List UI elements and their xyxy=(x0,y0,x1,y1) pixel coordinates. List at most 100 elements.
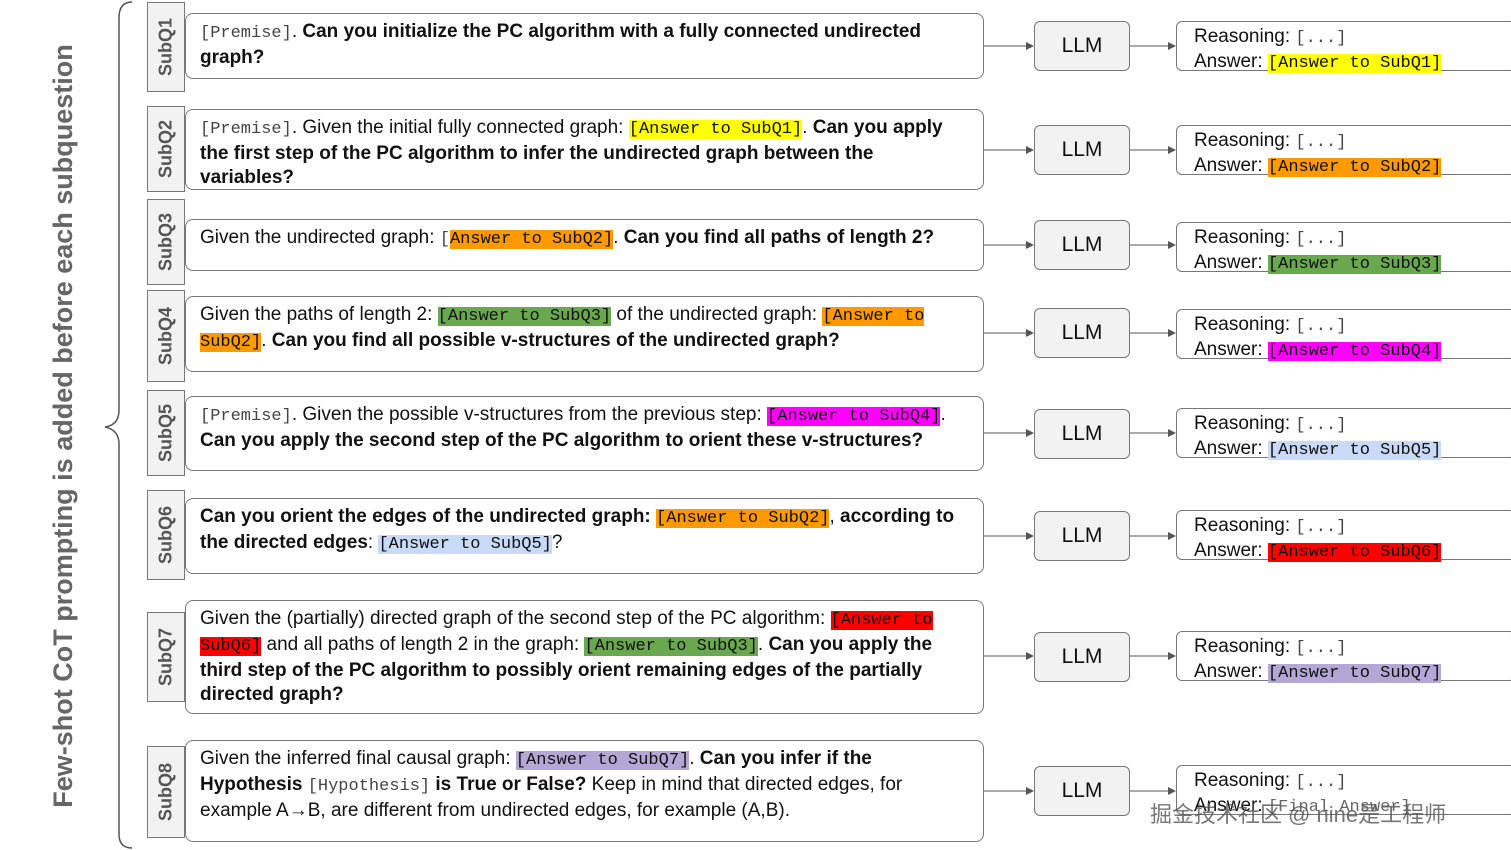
answer-value: [Final Answer] xyxy=(1267,798,1411,817)
answer-reference: [Answer to SubQ7] xyxy=(515,751,690,770)
answer-value: [Answer to SubQ2] xyxy=(1267,158,1442,177)
subq-tag-label: SubQ4 xyxy=(155,306,176,366)
subq7-tag: SubQ7 xyxy=(147,612,185,702)
reasoning-placeholder: [...] xyxy=(1295,133,1347,152)
reasoning-line: Reasoning: [...] xyxy=(1194,313,1511,338)
reasoning-label: Reasoning: xyxy=(1194,515,1296,536)
answer-value: [Answer to SubQ4] xyxy=(1267,342,1442,361)
subq6-answer-box: Reasoning: [...] Answer: [Answer to SubQ6… xyxy=(1176,510,1511,562)
subq4-question-box: Given the paths of length 2: [Answer to … xyxy=(185,296,984,372)
answer-value: [Answer to SubQ5] xyxy=(1267,441,1442,460)
reasoning-label: Reasoning: xyxy=(1194,227,1296,248)
answer-line: Answer: [Answer to SubQ6] xyxy=(1194,539,1511,564)
question-text: . Given the possible v-structures from t… xyxy=(291,404,768,425)
question-text-bold: Can you find all possible v-structures o… xyxy=(271,330,840,351)
question-text-bold: according to the directed edges xyxy=(200,506,955,553)
subq-tag-label: SubQ7 xyxy=(155,627,176,687)
question-text: , xyxy=(829,506,841,527)
reasoning-label: Reasoning: xyxy=(1194,314,1296,335)
subq-tag-label: SubQ1 xyxy=(155,17,176,77)
question-text: ? xyxy=(551,532,563,553)
question-text: . Given the initial fully connected grap… xyxy=(291,117,629,138)
answer-label: Answer: xyxy=(1194,51,1263,72)
reasoning-label: Reasoning: xyxy=(1194,130,1296,151)
reasoning-label: Reasoning: xyxy=(1194,636,1296,657)
answer-reference: [Answer to SubQ3] xyxy=(584,637,758,656)
subq1-tag: SubQ1 xyxy=(147,2,185,92)
reasoning-line: Reasoning: [...] xyxy=(1194,412,1511,437)
answer-label: Answer: xyxy=(1194,540,1263,561)
subq8-tag: SubQ8 xyxy=(147,746,185,838)
reasoning-line: Reasoning: [...] xyxy=(1194,226,1511,251)
subq2-tag: SubQ2 xyxy=(147,106,185,192)
reasoning-placeholder: [...] xyxy=(1295,416,1347,435)
answer-line: Answer: [Answer to SubQ5] xyxy=(1194,437,1511,462)
llm-box: LLM xyxy=(1034,766,1130,816)
answer-reference: Answer to SubQ2] xyxy=(449,230,614,249)
answer-reference: [Answer to SubQ5] xyxy=(378,535,552,554)
question-text: of the undirected graph: xyxy=(611,304,823,325)
subq8-question-box: Given the inferred final causal graph: [… xyxy=(185,740,984,842)
subq7-question-box: Given the (partially) directed graph of … xyxy=(185,600,984,714)
subq-tag-label: SubQ2 xyxy=(155,119,176,179)
reasoning-placeholder: [...] xyxy=(1295,230,1347,249)
placeholder-token: [Premise] xyxy=(200,120,292,139)
reasoning-line: Reasoning: [...] xyxy=(1194,635,1511,660)
subq3-tag: SubQ3 xyxy=(147,199,185,285)
subq3-question-box: Given the undirected graph: [Answer to S… xyxy=(185,219,984,271)
question-text-bold: Can you orient the edges of the undirect… xyxy=(200,506,657,527)
answer-line: Answer: [Answer to SubQ4] xyxy=(1194,338,1511,363)
answer-label: Answer: xyxy=(1194,155,1263,176)
answer-line: Answer: [Answer to SubQ3] xyxy=(1194,251,1511,276)
watermark: 掘金技术社区 @ nine是工程师 xyxy=(1150,802,1447,827)
left-brace xyxy=(104,1,133,849)
answer-value: [Answer to SubQ3] xyxy=(1267,255,1442,274)
reasoning-line: Reasoning: [...] xyxy=(1194,129,1511,154)
llm-box: LLM xyxy=(1034,308,1130,358)
answer-value: [Answer to SubQ7] xyxy=(1267,664,1442,683)
llm-box: LLM xyxy=(1034,21,1130,71)
llm-box: LLM xyxy=(1034,125,1130,175)
subq1-answer-box: Reasoning: [...] Answer: [Answer to SubQ1… xyxy=(1176,21,1511,73)
question-text: Given the (partially) directed graph of … xyxy=(200,608,831,629)
reasoning-line: Reasoning: [...] xyxy=(1194,769,1511,794)
reasoning-label: Reasoning: xyxy=(1194,26,1296,47)
subq5-answer-box: Reasoning: [...] Answer: [Answer to SubQ5… xyxy=(1176,408,1511,460)
answer-value: [Answer to SubQ1] xyxy=(1267,54,1442,73)
subq-tag-label: SubQ5 xyxy=(155,403,176,463)
placeholder-token: [Hypothesis] xyxy=(307,777,431,796)
reasoning-line: Reasoning: [...] xyxy=(1194,514,1511,539)
question-text: and all paths of length 2 in the graph: xyxy=(261,634,585,655)
question-text: Given the inferred final causal graph: xyxy=(200,748,516,769)
question-text: . xyxy=(291,21,303,42)
subq6-question-box: Can you orient the edges of the undirect… xyxy=(185,498,984,574)
subq2-answer-box: Reasoning: [...] Answer: [Answer to SubQ2… xyxy=(1176,125,1511,177)
subq-tag-label: SubQ3 xyxy=(155,212,176,272)
subq7-answer-box: Reasoning: [...] Answer: [Answer to SubQ7… xyxy=(1176,631,1511,683)
arrow-group xyxy=(984,42,1176,795)
subq1-question-box: [Premise]. Can you initialize the PC alg… xyxy=(185,13,984,79)
answer-line: Answer: [Answer to SubQ7] xyxy=(1194,660,1511,685)
answer-label: Answer: xyxy=(1194,339,1263,360)
side-label: Few-shot CoT prompting is added before e… xyxy=(48,44,78,808)
answer-label: Answer: xyxy=(1194,252,1263,273)
llm-box: LLM xyxy=(1034,632,1130,682)
question-text: Given the paths of length 2: xyxy=(200,304,438,325)
reasoning-placeholder: [...] xyxy=(1295,639,1347,658)
answer-value: [Answer to SubQ6] xyxy=(1267,543,1442,562)
question-text: . xyxy=(940,404,946,425)
llm-box: LLM xyxy=(1034,409,1130,459)
question-text-bold: Can you apply the second step of the PC … xyxy=(200,430,924,451)
question-text-bold: Can you initialize the PC algorithm with… xyxy=(200,21,922,68)
subq8-answer-box: Reasoning: [...] Answer: [Final Answer] xyxy=(1176,765,1511,817)
placeholder-token: [ xyxy=(439,230,450,249)
answer-reference: [Answer to SubQ4] xyxy=(767,407,941,426)
placeholder-token: [Premise] xyxy=(200,407,292,426)
answer-reference: [Answer to SubQ1] xyxy=(628,120,803,139)
question-text: . xyxy=(802,117,813,138)
subq-tag-label: SubQ6 xyxy=(155,505,176,565)
answer-label: Answer: xyxy=(1194,438,1263,459)
question-text-bold: Can you find all paths of length 2? xyxy=(623,227,935,248)
question-text: . xyxy=(613,227,624,248)
